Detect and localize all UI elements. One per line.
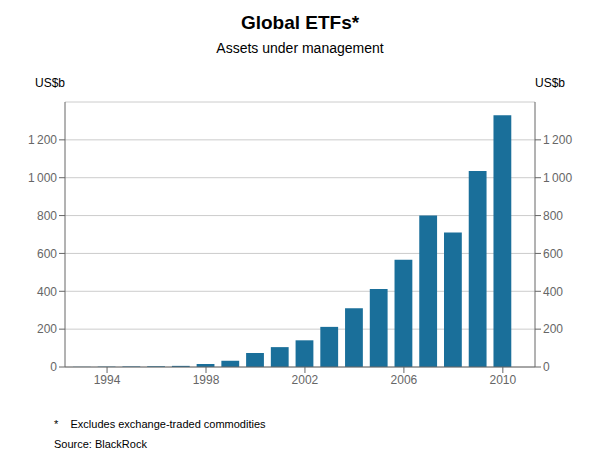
html-text:Assets under management: Assets under management	[216, 40, 384, 56]
svg-text:2006: 2006	[391, 373, 418, 387]
svg-text:1 000: 1 000	[543, 171, 572, 185]
svg-text:0: 0	[543, 360, 550, 374]
svg-text:1 200: 1 200	[28, 133, 57, 147]
svg-text:400: 400	[543, 285, 563, 299]
html-text:US$b: US$b	[535, 76, 565, 90]
svg-text:1 200: 1 200	[543, 133, 572, 147]
svg-text:1 000: 1 000	[28, 171, 57, 185]
svg-text:1998: 1998	[193, 373, 220, 387]
html-text:Source: BlackRock: Source: BlackRock	[54, 438, 147, 450]
svg-text:400: 400	[37, 285, 57, 299]
svg-text:2002: 2002	[292, 373, 319, 387]
svg-text:800: 800	[37, 209, 57, 223]
svg-text:2010: 2010	[489, 373, 516, 387]
svg-text:200: 200	[543, 322, 563, 336]
svg-text:200: 200	[37, 322, 57, 336]
svg-text:600: 600	[543, 247, 563, 261]
svg-text:800: 800	[543, 209, 563, 223]
html-text:Global ETFs*: Global ETFs*	[240, 12, 360, 33]
svg-text:0: 0	[50, 360, 57, 374]
html-text:* Excludes exchange-traded com: * Excludes exchange-traded commodities	[54, 418, 266, 430]
html-text:US$b: US$b	[35, 76, 65, 90]
svg-text:1994: 1994	[94, 373, 121, 387]
svg-text:600: 600	[37, 247, 57, 261]
